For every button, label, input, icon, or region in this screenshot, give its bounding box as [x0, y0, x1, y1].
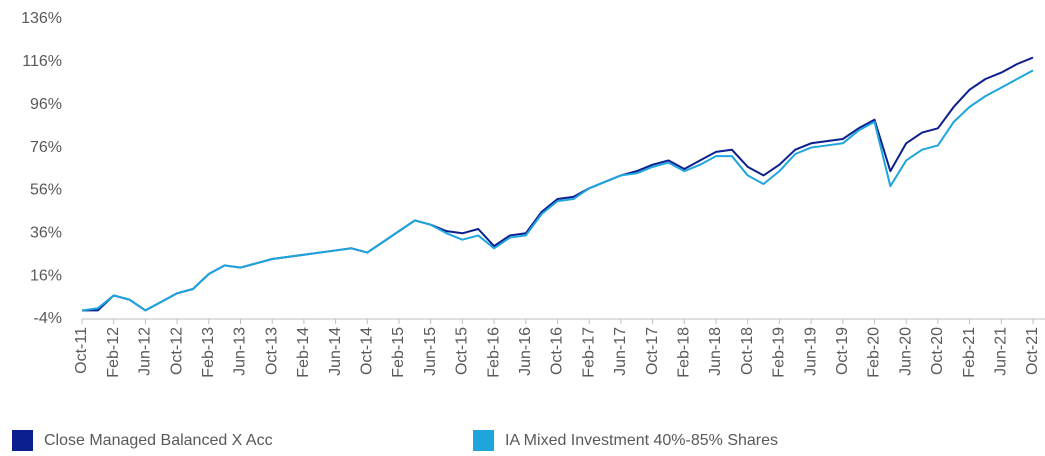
x-tick-label: Feb-21: [961, 327, 978, 378]
x-tick-label: Jun-12: [137, 327, 154, 376]
legend-label: Close Managed Balanced X Acc: [44, 432, 273, 449]
y-tick-label: 76%: [30, 139, 62, 156]
x-tick-label: Jun-18: [707, 327, 724, 376]
x-tick-label: Feb-20: [866, 327, 883, 378]
x-tick-label: Feb-13: [200, 327, 217, 378]
legend-label: IA Mixed Investment 40%-85% Shares: [505, 432, 778, 449]
x-tick-label: Oct-11: [73, 327, 90, 374]
y-tick-label: 36%: [30, 225, 62, 242]
y-tick-label: 96%: [30, 96, 62, 113]
x-tick-label: Oct-19: [834, 327, 851, 375]
x-tick-label: Jun-19: [802, 327, 819, 376]
series-line: [81, 69, 1034, 312]
x-tick-label: Oct-12: [168, 327, 185, 375]
x-tick-label: Feb-16: [485, 327, 502, 378]
x-tick-label: Jun-13: [232, 327, 249, 376]
x-tick-label: Jun-21: [993, 327, 1010, 376]
x-tick-label: Oct-17: [644, 327, 661, 375]
y-tick-label: 116%: [22, 53, 62, 70]
x-tick-label: Feb-14: [295, 327, 312, 378]
x-tick-label: Feb-19: [771, 327, 788, 378]
x-tick-label: Feb-17: [580, 327, 597, 378]
x-tick-label: Oct-16: [549, 327, 566, 375]
x-tick-label: Jun-14: [327, 327, 344, 376]
x-tick-label: Jun-15: [422, 327, 439, 376]
x-tick-label: Jun-16: [517, 327, 534, 376]
x-tick-label: Feb-18: [676, 327, 693, 378]
y-tick-label: -4%: [34, 310, 62, 327]
x-tick-label: Oct-14: [359, 327, 376, 375]
x-tick-label: Oct-20: [929, 327, 946, 375]
y-tick-label: 16%: [30, 267, 62, 284]
x-tick-label: Jun-20: [897, 327, 914, 376]
x-tick-label: Oct-21: [1024, 327, 1041, 375]
x-tick-label: Feb-12: [105, 327, 122, 378]
legend-swatch: [12, 430, 33, 451]
x-tick-label: Oct-15: [454, 327, 471, 375]
y-tick-label: 56%: [30, 182, 62, 199]
legend-swatch: [473, 430, 494, 451]
x-tick-label: Oct-13: [263, 327, 280, 375]
x-tick-label: Oct-18: [739, 327, 756, 375]
y-tick-label: 136%: [21, 10, 62, 27]
x-tick-label: Feb-15: [390, 327, 407, 378]
x-tick-label: Jun-17: [612, 327, 629, 376]
